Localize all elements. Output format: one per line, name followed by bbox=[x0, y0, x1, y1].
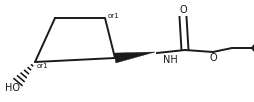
Text: O: O bbox=[209, 53, 217, 63]
Text: HO: HO bbox=[5, 83, 20, 93]
Text: or1: or1 bbox=[37, 63, 49, 69]
Text: NH: NH bbox=[163, 55, 178, 65]
Polygon shape bbox=[114, 52, 155, 63]
Text: or1: or1 bbox=[108, 13, 120, 19]
Text: O: O bbox=[179, 5, 187, 15]
